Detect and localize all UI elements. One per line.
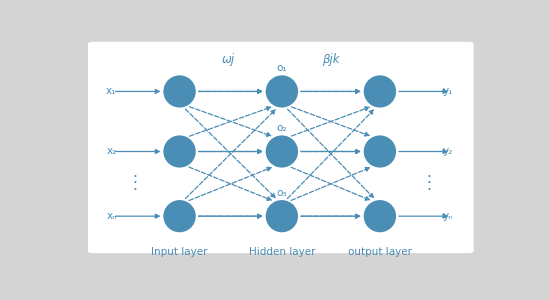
Ellipse shape <box>364 75 396 107</box>
Text: ·: · <box>426 170 431 185</box>
Text: ωj: ωj <box>222 52 235 66</box>
Text: ·: · <box>426 183 431 198</box>
Text: y₁: y₁ <box>443 86 453 96</box>
Text: o₁: o₁ <box>277 63 287 73</box>
Text: y₂: y₂ <box>443 146 453 157</box>
Text: Input layer: Input layer <box>151 247 208 257</box>
Ellipse shape <box>266 135 298 168</box>
FancyBboxPatch shape <box>88 42 474 253</box>
Ellipse shape <box>364 135 396 168</box>
Text: Hidden layer: Hidden layer <box>249 247 315 257</box>
Ellipse shape <box>364 200 396 232</box>
Text: x₁: x₁ <box>106 86 117 96</box>
Text: ·: · <box>133 183 138 198</box>
Ellipse shape <box>266 75 298 107</box>
Text: xₙ: xₙ <box>106 211 117 221</box>
Text: ·: · <box>133 170 138 185</box>
Text: o₂: o₂ <box>277 123 287 133</box>
Ellipse shape <box>266 200 298 232</box>
Ellipse shape <box>163 75 196 107</box>
Text: x₂: x₂ <box>106 146 117 157</box>
Text: yₙ: yₙ <box>443 211 453 221</box>
Text: ·: · <box>426 176 431 191</box>
Text: output layer: output layer <box>348 247 412 257</box>
Text: βjk: βjk <box>322 52 340 66</box>
Text: ·: · <box>133 176 138 191</box>
Text: o₃: o₃ <box>277 188 287 197</box>
Ellipse shape <box>163 200 196 232</box>
Ellipse shape <box>163 135 196 168</box>
